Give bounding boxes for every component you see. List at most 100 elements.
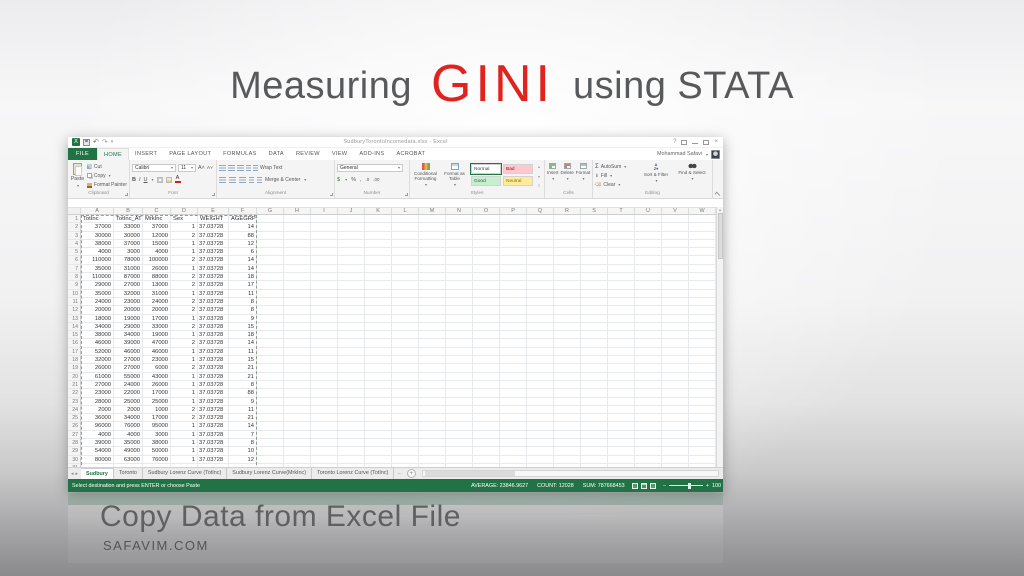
cell-style-bad[interactable]: Bad	[503, 164, 533, 174]
cell[interactable]: 1	[171, 439, 198, 448]
cell[interactable]: 78000	[114, 256, 143, 265]
cell[interactable]	[419, 273, 446, 282]
cell[interactable]	[365, 314, 392, 323]
column-header-j[interactable]: J	[338, 208, 365, 214]
cell[interactable]	[446, 372, 473, 381]
row-header-12[interactable]: 12	[68, 306, 81, 315]
cell[interactable]	[284, 223, 311, 232]
cell[interactable]	[419, 322, 446, 332]
cell[interactable]: AGEGRP	[229, 215, 257, 224]
sheet-tab-sudbury[interactable]: Sudbury	[81, 468, 114, 479]
cell[interactable]	[419, 380, 446, 390]
cell[interactable]: 21	[229, 414, 257, 423]
cell[interactable]	[419, 297, 446, 307]
cell[interactable]	[365, 256, 392, 265]
cell[interactable]	[500, 356, 527, 365]
row-header-6[interactable]: 6	[68, 256, 81, 265]
cell[interactable]	[419, 455, 446, 464]
cell[interactable]	[581, 463, 608, 467]
sort-filter-button[interactable]: A Z▾ Sort & Filter	[639, 162, 673, 190]
cell[interactable]	[419, 397, 446, 406]
cell[interactable]: 14	[229, 339, 257, 348]
cell[interactable]	[365, 215, 392, 224]
cell[interactable]	[635, 264, 662, 274]
cell[interactable]: 37.03728	[198, 223, 229, 232]
cell[interactable]: 37.03728	[198, 289, 229, 298]
cell[interactable]	[365, 380, 392, 390]
cell[interactable]	[257, 322, 284, 332]
cell[interactable]: 6000	[143, 364, 171, 373]
cell[interactable]: 4000	[143, 248, 171, 257]
cell[interactable]	[635, 322, 662, 332]
cell[interactable]	[257, 414, 284, 423]
cell[interactable]	[473, 239, 500, 249]
cell[interactable]	[500, 430, 527, 440]
cell[interactable]	[527, 364, 554, 373]
cell[interactable]	[257, 347, 284, 357]
row-header-4[interactable]: 4	[68, 239, 81, 249]
cell[interactable]	[311, 306, 338, 315]
sheet-tab-toronto[interactable]: Toronto	[114, 468, 143, 479]
cell[interactable]	[392, 397, 419, 406]
cell[interactable]: 12	[229, 239, 257, 249]
cell[interactable]	[635, 372, 662, 381]
column-header-n[interactable]: N	[446, 208, 473, 214]
cell[interactable]	[284, 297, 311, 307]
cell[interactable]	[662, 356, 689, 365]
cell[interactable]: 18000	[81, 314, 114, 323]
cell[interactable]	[635, 347, 662, 357]
cell[interactable]: 37.03728	[198, 397, 229, 406]
dialog-launcher-icon[interactable]	[125, 193, 128, 196]
cell[interactable]	[473, 347, 500, 357]
cell[interactable]	[581, 289, 608, 298]
cell[interactable]	[311, 414, 338, 423]
save-icon[interactable]	[83, 138, 90, 146]
number-format-select[interactable]: General	[337, 164, 403, 172]
cell[interactable]	[473, 297, 500, 307]
cell[interactable]	[284, 331, 311, 340]
cell[interactable]	[284, 306, 311, 315]
cell[interactable]: 12	[229, 455, 257, 464]
cell[interactable]	[527, 264, 554, 274]
column-header-c[interactable]: C	[143, 208, 171, 214]
cell[interactable]	[689, 389, 716, 398]
cell[interactable]: 37000	[81, 223, 114, 232]
cell[interactable]	[554, 439, 581, 448]
cell[interactable]	[581, 314, 608, 323]
cell[interactable]: 34000	[114, 414, 143, 423]
cell[interactable]	[311, 331, 338, 340]
cell[interactable]: 2000	[81, 405, 114, 415]
cell[interactable]	[257, 239, 284, 249]
font-color-icon[interactable]: A	[174, 175, 181, 183]
row-header-30[interactable]: 30	[68, 455, 81, 464]
cell[interactable]	[554, 331, 581, 340]
cell[interactable]: 36000	[81, 414, 114, 423]
cell[interactable]	[257, 339, 284, 348]
cell[interactable]	[500, 231, 527, 240]
cell[interactable]	[419, 256, 446, 265]
minimize-icon[interactable]	[692, 143, 699, 144]
cell[interactable]	[338, 331, 365, 340]
cell[interactable]: 2	[171, 231, 198, 240]
cell[interactable]	[446, 322, 473, 332]
column-header-k[interactable]: K	[365, 208, 392, 214]
cell[interactable]	[554, 463, 581, 467]
cell[interactable]	[419, 356, 446, 365]
cell[interactable]	[338, 297, 365, 307]
cell[interactable]	[581, 215, 608, 224]
column-header-t[interactable]: T	[608, 208, 635, 214]
cell[interactable]	[527, 422, 554, 431]
cell[interactable]: 54000	[81, 447, 114, 456]
cell[interactable]	[608, 447, 635, 456]
cell[interactable]	[311, 256, 338, 265]
cell[interactable]: 30000	[114, 231, 143, 240]
cell[interactable]	[608, 223, 635, 232]
cell[interactable]	[608, 380, 635, 390]
cell[interactable]	[527, 372, 554, 381]
cell[interactable]	[662, 281, 689, 290]
row-header-8[interactable]: 8	[68, 273, 81, 282]
user-account[interactable]: Mohammad Safavi	[657, 148, 723, 160]
cell[interactable]	[662, 306, 689, 315]
cell[interactable]	[338, 439, 365, 448]
cell[interactable]	[527, 414, 554, 423]
